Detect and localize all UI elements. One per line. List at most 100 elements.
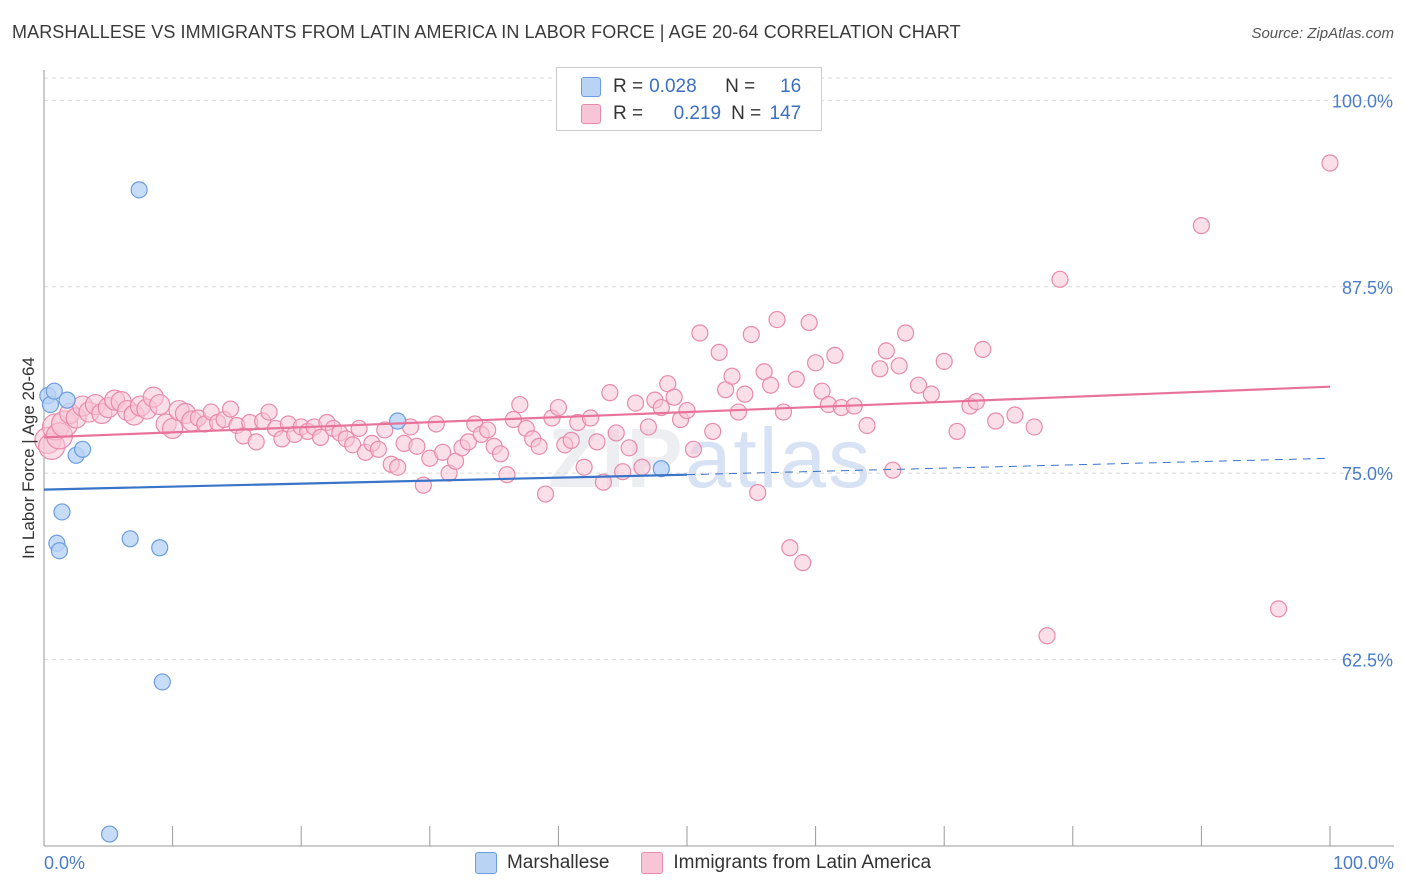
legend-r-label: R =: [613, 103, 644, 124]
latin-america-point-104: [704, 422, 722, 441]
latin-america-point-36: [260, 403, 278, 421]
latin-america-point-144: [1192, 217, 1211, 235]
latin-america-point-94: [633, 458, 651, 476]
legend-swatch-blue: [581, 77, 601, 97]
latin-america-point-120: [806, 354, 825, 372]
legend-r-value: 0.219: [673, 103, 722, 124]
latin-america-point-130: [890, 357, 908, 375]
series-legend-latin-america: Immigrants from Latin America: [641, 852, 931, 874]
latin-america-point-95: [639, 418, 658, 436]
x-tick-label-max: 100.0%: [1333, 853, 1394, 873]
latin-america-point-30: [221, 400, 240, 418]
latin-america-point-83: [562, 431, 580, 449]
legend-r-label: R =: [613, 76, 644, 97]
latin-america-point-60: [414, 476, 432, 494]
latin-america-point-62: [427, 415, 445, 433]
latin-america-point-105: [710, 343, 728, 361]
marshallese-points: [39, 181, 670, 843]
marshallese-point-8: [50, 542, 69, 560]
marshallese-point-13: [100, 825, 119, 843]
trend-lines: [43, 385, 1331, 491]
latin-america-point-111: [749, 483, 767, 502]
legend-n-value: 147: [769, 103, 802, 124]
latin-america-point-97: [652, 398, 670, 417]
chart-title: MARSHALLESE VS IMMIGRANTS FROM LATIN AME…: [12, 22, 961, 42]
marshallese-point-14: [389, 412, 407, 430]
latin-america-point-128: [877, 342, 895, 360]
latin-america-point-56: [389, 458, 407, 476]
marshallese-point-15: [652, 460, 670, 478]
marshallese-point-11: [130, 181, 148, 199]
series-swatch-pink: [641, 852, 664, 874]
latin-america-point-135: [948, 422, 966, 441]
latin-america-point-70: [479, 421, 497, 439]
series-label-marshallese: Marshallese: [506, 852, 610, 873]
y-tick-label-2: 75.0%: [1342, 464, 1393, 484]
axes: [43, 70, 1394, 847]
latin-america-point-81: [549, 398, 568, 417]
marshallese-point-2: [45, 382, 63, 400]
latin-america-point-114: [768, 310, 786, 329]
latin-america-point-78: [530, 437, 548, 455]
latin-america-point-79: [536, 485, 555, 503]
latin-america-points: [34, 154, 1339, 645]
latin-america-point-107: [723, 367, 741, 385]
legend-swatch-pink: [581, 104, 601, 124]
latin-america-point-63: [434, 443, 452, 461]
source-label: Source: ZipAtlas.com: [1251, 25, 1394, 42]
legend-n-label: N =: [731, 103, 762, 124]
grid-lines: [44, 77, 1394, 661]
latin-america-point-129: [884, 461, 902, 479]
latin-america-point-75: [511, 395, 529, 414]
series-swatch-blue: [474, 852, 497, 874]
latin-america-trend-line: [43, 385, 1331, 439]
latin-america-point-145: [1269, 600, 1288, 618]
series-legend: Marshallese Immigrants from Latin Americ…: [0, 852, 1406, 874]
latin-america-point-139: [987, 412, 1005, 430]
latin-america-point-113: [761, 376, 780, 394]
latin-america-point-85: [575, 458, 593, 476]
latin-america-point-123: [826, 346, 844, 364]
latin-america-point-110: [742, 325, 760, 344]
latin-america-point-73: [498, 466, 516, 484]
latin-america-point-109: [736, 385, 754, 403]
latin-america-point-140: [1006, 406, 1024, 424]
legend-r-value: 0.028: [649, 76, 697, 97]
latin-america-point-141: [1025, 418, 1043, 436]
marshallese-trend-line: [43, 473, 688, 491]
legend-row-latin-america: R = 0.219 N = 147: [581, 102, 801, 126]
latin-america-point-99: [665, 388, 683, 406]
latin-america-point-59: [408, 437, 426, 455]
latin-america-point-103: [691, 324, 709, 342]
latin-america-point-131: [897, 324, 915, 342]
latin-america-point-143: [1051, 270, 1069, 288]
x-tick-label-min: 0.0%: [44, 853, 85, 873]
latin-america-point-67: [459, 433, 477, 451]
series-legend-marshallese: Marshallese: [474, 852, 610, 874]
latin-america-point-89: [601, 384, 619, 402]
latin-america-point-127: [871, 360, 889, 378]
latin-america-point-54: [376, 421, 394, 439]
latin-america-point-126: [858, 416, 876, 435]
latin-america-point-88: [594, 473, 613, 491]
correlation-legend: R = 0.028 N = 16 R = 0.219 N = 147: [556, 67, 822, 131]
marshallese-point-6: [53, 503, 71, 521]
latin-america-point-49: [344, 436, 362, 454]
latin-america-point-138: [974, 340, 992, 359]
legend-n-value: 16: [780, 76, 802, 97]
latin-america-point-142: [1038, 627, 1056, 645]
latin-america-point-102: [684, 440, 703, 458]
latin-america-point-90: [607, 424, 625, 442]
latin-america-point-132: [909, 376, 928, 394]
latin-america-point-146: [1321, 154, 1339, 172]
latin-america-point-118: [794, 554, 812, 572]
latin-america-point-117: [787, 370, 805, 388]
latin-america-point-134: [935, 352, 953, 370]
y-tick-label-0: 100.0%: [1332, 91, 1393, 111]
latin-america-point-44: [311, 428, 330, 446]
latin-america-point-93: [626, 394, 645, 412]
latin-america-point-50: [350, 419, 368, 438]
marshallese-point-10: [151, 539, 169, 557]
latin-america-point-108: [729, 403, 748, 421]
